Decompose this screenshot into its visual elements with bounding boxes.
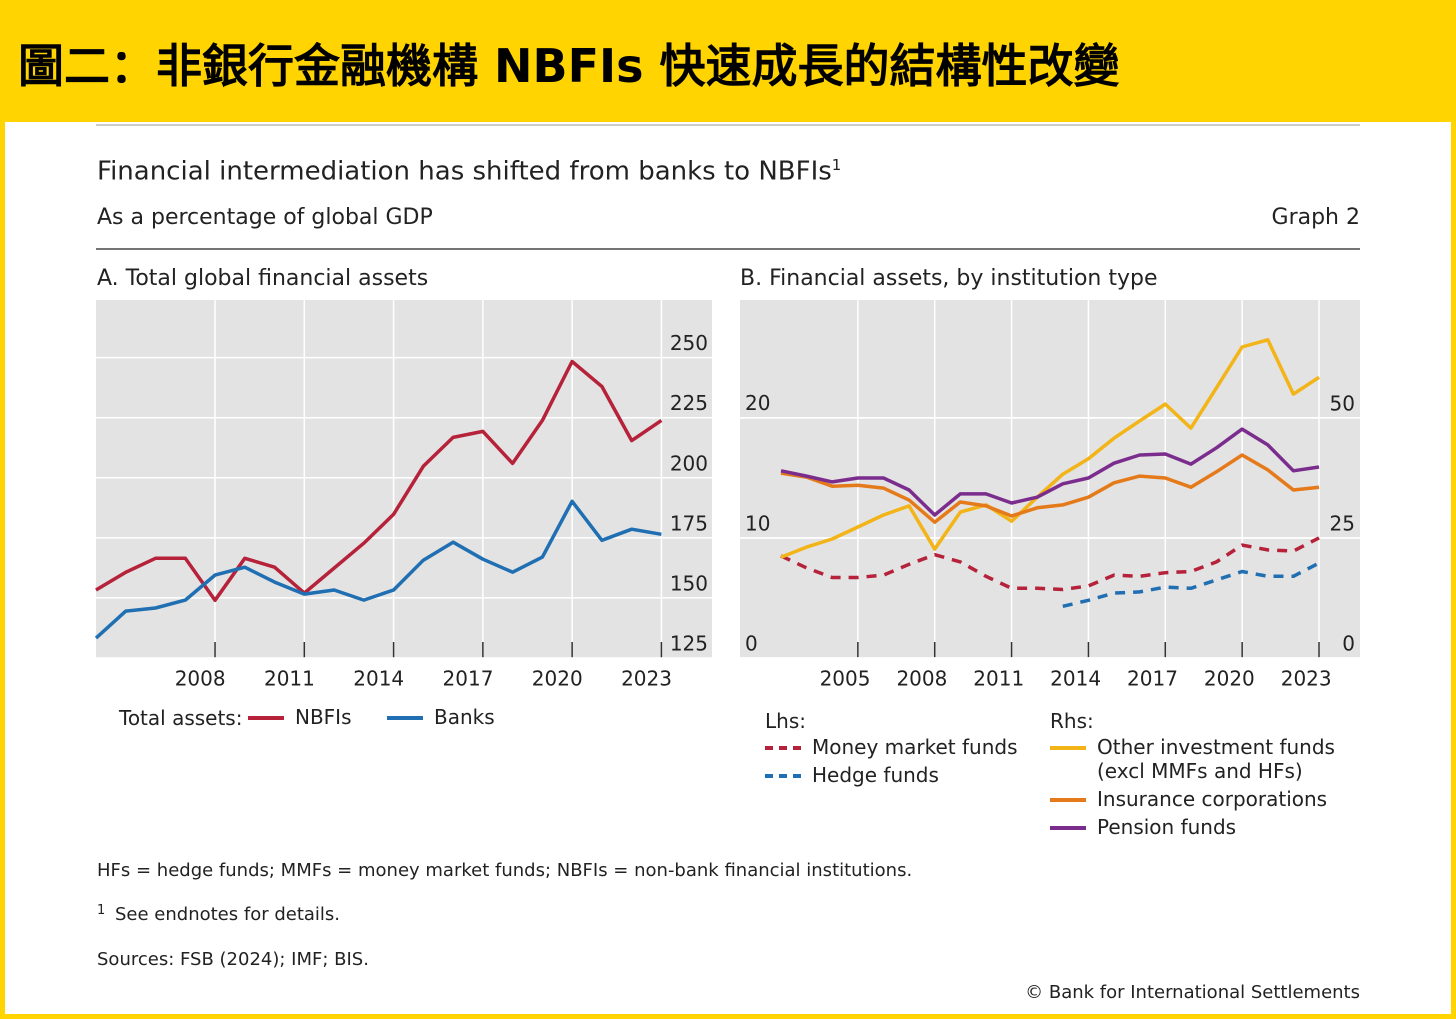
copyright: © Bank for International Settlements [1025, 982, 1360, 1003]
y-tick-label: 20 [745, 391, 770, 415]
title-note: 1 [831, 156, 842, 174]
notes: HFs = hedge funds; MMFs = money market f… [97, 860, 913, 881]
legend-label: NBFIs [295, 705, 352, 729]
subtitle: As a percentage of global GDP [97, 205, 433, 230]
plot-area [96, 300, 712, 658]
legend-label: Insurance corporations [1097, 787, 1328, 811]
page-heading: 圖二：非銀行金融機構 NBFIs 快速成長的結構性改變 [18, 39, 1120, 93]
y-tick-label: 200 [670, 451, 708, 475]
graph-label: Graph 2 [1271, 205, 1360, 230]
legend-label: Other investment funds (excl MMFs and HF… [1097, 735, 1335, 783]
x-tick-label: 2017 [1127, 667, 1178, 691]
legend-label: Money market funds [812, 735, 1018, 759]
legend-heading: Rhs: [1050, 709, 1094, 733]
legend-swatch [387, 716, 423, 720]
y-tick-label: 225 [670, 391, 708, 415]
y-tick-label: 0 [745, 632, 758, 656]
y-tick-label: 125 [670, 632, 708, 656]
x-tick-label: 2020 [1204, 667, 1255, 691]
x-tick-label: 2017 [443, 667, 494, 691]
series-line [780, 338, 1320, 559]
x-tick-label: 2011 [264, 667, 315, 691]
y-tick-label: 10 [745, 511, 770, 535]
y-tick-label: 175 [670, 511, 708, 535]
legend-swatch [248, 716, 284, 720]
panel-title: B. Financial assets, by institution type [740, 266, 1158, 291]
legend-swatch [1050, 746, 1086, 750]
legend-label: Pension funds [1097, 815, 1237, 839]
y-tick-label: 50 [1330, 392, 1355, 416]
legend-swatch [1050, 826, 1086, 830]
x-tick-label: 2005 [820, 667, 871, 691]
x-tick-label: 2023 [621, 667, 672, 691]
x-tick-label: 2023 [1281, 667, 1332, 691]
x-tick-label: 2014 [1050, 667, 1101, 691]
footnote: See endnotes for details. [115, 904, 341, 925]
x-tick-label: 2008 [175, 667, 226, 691]
plot-area [740, 300, 1360, 658]
series-line [95, 359, 663, 603]
y-tick-label: 25 [1330, 512, 1355, 536]
series-line [780, 536, 1320, 592]
x-tick-label: 2014 [353, 667, 404, 691]
x-tick-label: 2011 [973, 667, 1024, 691]
legend-swatch [765, 746, 801, 750]
legend-heading: Total assets: [119, 706, 243, 730]
legend-swatch [765, 774, 801, 778]
figure-title: Financial intermediation has shifted fro… [97, 156, 832, 187]
y-tick-label: 150 [670, 571, 708, 595]
legend-label: Banks [434, 705, 495, 729]
series-line [780, 453, 1320, 524]
y-tick-label: 0 [1342, 632, 1355, 656]
x-tick-label: 2020 [532, 667, 583, 691]
y-tick-label: 250 [670, 331, 708, 355]
series-line [1062, 561, 1320, 609]
x-tick-label: 2008 [896, 667, 947, 691]
sources: Sources: FSB (2024); IMF; BIS. [97, 949, 369, 970]
figure-title-wrap: Financial intermediation has shifted fro… [97, 150, 841, 187]
series-line [94, 499, 662, 640]
series-line [780, 427, 1320, 517]
footnote-marker: 1 [97, 903, 106, 918]
legend-label: Hedge funds [812, 763, 939, 787]
legend-heading: Lhs: [765, 709, 806, 733]
legend-swatch [1050, 798, 1086, 802]
panel-title: A. Total global financial assets [97, 266, 429, 291]
